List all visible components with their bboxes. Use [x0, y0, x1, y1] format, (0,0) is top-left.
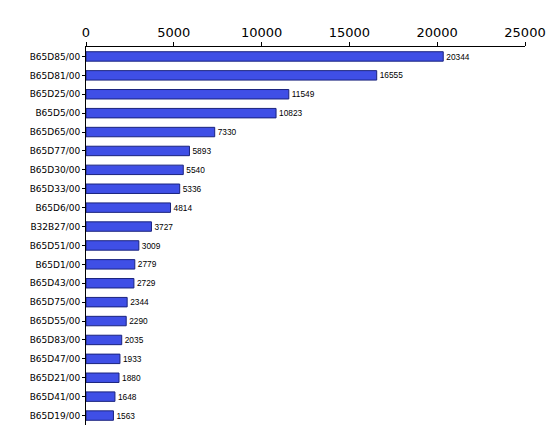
svg-text:B65D1/00: B65D1/00: [35, 260, 80, 270]
svg-text:B65D33/00: B65D33/00: [30, 184, 81, 194]
svg-text:1933: 1933: [123, 354, 142, 364]
svg-text:10823: 10823: [279, 108, 303, 118]
svg-text:3727: 3727: [154, 222, 173, 232]
svg-text:1880: 1880: [122, 373, 141, 383]
svg-text:B65D85/00: B65D85/00: [30, 52, 81, 62]
svg-text:2035: 2035: [125, 335, 144, 345]
svg-text:2779: 2779: [138, 259, 157, 269]
svg-text:B65D41/00: B65D41/00: [30, 392, 81, 402]
svg-text:3009: 3009: [142, 241, 161, 251]
svg-text:B65D75/00: B65D75/00: [30, 297, 81, 307]
svg-text:B65D19/00: B65D19/00: [30, 411, 81, 421]
svg-text:2729: 2729: [137, 278, 156, 288]
svg-text:B65D77/00: B65D77/00: [30, 146, 81, 156]
svg-text:4814: 4814: [174, 203, 193, 213]
svg-text:15000: 15000: [329, 25, 370, 40]
svg-text:5893: 5893: [192, 146, 211, 156]
svg-text:1648: 1648: [118, 392, 137, 402]
svg-text:B65D6/00: B65D6/00: [35, 203, 80, 213]
svg-text:20000: 20000: [417, 25, 458, 40]
svg-text:B65D25/00: B65D25/00: [30, 89, 81, 99]
svg-text:5540: 5540: [186, 165, 205, 175]
svg-text:2290: 2290: [129, 316, 148, 326]
svg-text:2344: 2344: [130, 297, 149, 307]
svg-text:20344: 20344: [446, 52, 470, 62]
svg-text:25000: 25000: [504, 25, 545, 40]
svg-text:B65D47/00: B65D47/00: [30, 354, 81, 364]
svg-text:10000: 10000: [241, 25, 282, 40]
svg-text:B65D5/00: B65D5/00: [35, 108, 80, 118]
svg-text:7330: 7330: [218, 127, 237, 137]
svg-text:11549: 11549: [292, 89, 315, 99]
svg-text:B65D65/00: B65D65/00: [30, 127, 81, 137]
svg-text:0: 0: [82, 25, 90, 40]
svg-text:B65D83/00: B65D83/00: [30, 335, 81, 345]
svg-text:B32B27/00: B32B27/00: [30, 222, 80, 232]
svg-text:B65D55/00: B65D55/00: [30, 316, 81, 326]
svg-text:5000: 5000: [157, 25, 190, 40]
svg-text:B65D81/00: B65D81/00: [30, 71, 81, 81]
svg-text:16555: 16555: [380, 70, 404, 80]
svg-text:1563: 1563: [116, 411, 135, 421]
svg-text:5336: 5336: [183, 184, 202, 194]
svg-text:B65D30/00: B65D30/00: [30, 165, 81, 175]
svg-text:B65D43/00: B65D43/00: [30, 278, 81, 288]
svg-text:B65D51/00: B65D51/00: [30, 241, 81, 251]
svg-text:B65D21/00: B65D21/00: [30, 373, 81, 383]
